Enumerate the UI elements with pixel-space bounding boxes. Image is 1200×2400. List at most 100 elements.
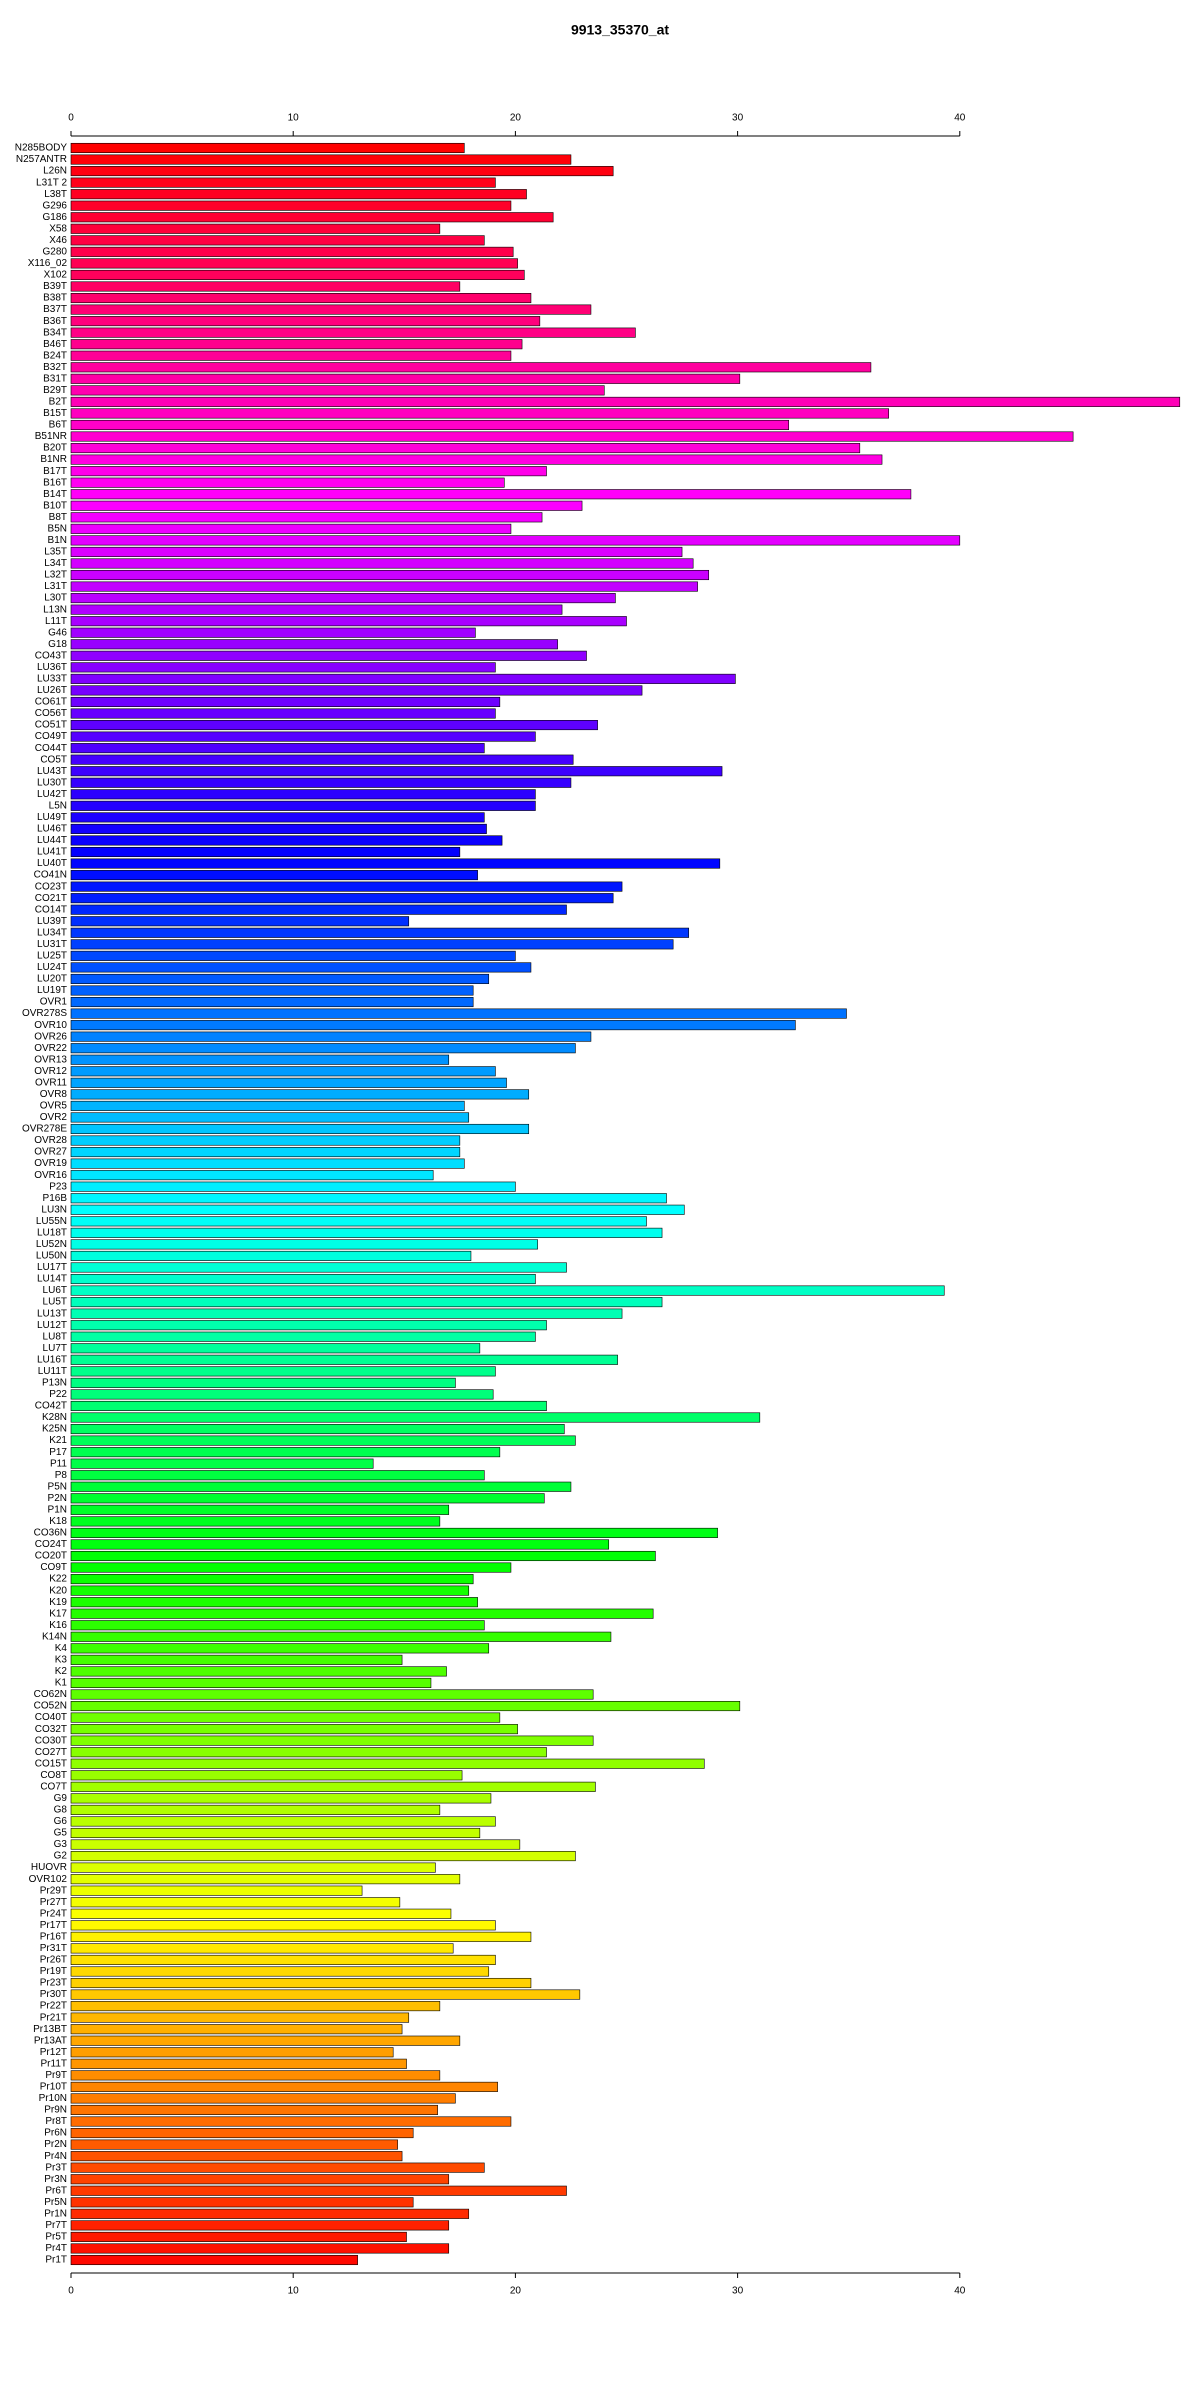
y-tick-label: OVR278S	[22, 1008, 67, 1019]
bar	[70, 454, 883, 465]
bar	[70, 350, 512, 361]
bar	[70, 1654, 403, 1665]
bar	[70, 1885, 363, 1896]
y-tick-label: Pr27T	[40, 1897, 67, 1908]
bar	[70, 1066, 496, 1077]
y-tick-label: Pr16T	[40, 1931, 67, 1942]
bar	[70, 1123, 530, 1135]
bar	[70, 696, 501, 707]
y-tick-label: B1NR	[40, 454, 67, 465]
y-tick-label: B36T	[43, 316, 67, 327]
bar	[70, 1677, 432, 1688]
bar	[70, 523, 512, 534]
y-tick-label: Pr19T	[40, 1966, 67, 1977]
bar	[70, 1366, 496, 1377]
y-tick-label: LU42T	[37, 789, 67, 800]
y-tick-label: Pr1T	[45, 2255, 67, 2266]
y-tick-label: Pr24T	[40, 1908, 67, 1919]
y-tick-label: CO41N	[34, 870, 67, 881]
bar	[70, 997, 474, 1008]
y-tick-label: K18	[49, 1516, 67, 1527]
y-tick-label: LU39T	[37, 916, 67, 927]
y-tick-label: P13N	[42, 1378, 67, 1389]
y-tick-label: LU41T	[37, 847, 67, 858]
y-tick-label: P5N	[48, 1481, 67, 1492]
bar	[70, 1239, 538, 1250]
y-tick-label: LU5T	[43, 1297, 67, 1308]
chart-title: 9913_35370_at	[571, 22, 669, 38]
x-tick-label: 40	[954, 2286, 966, 2297]
bar	[70, 1308, 623, 1319]
y-tick-label: LU46T	[37, 824, 67, 835]
bar	[70, 1781, 596, 1792]
bar	[70, 789, 536, 800]
y-tick-label: Pr26T	[40, 1955, 67, 1966]
x-tick-label: 0	[68, 2286, 74, 2297]
bar	[70, 2116, 512, 2127]
bar	[70, 212, 554, 223]
bar	[70, 2012, 410, 2023]
bar	[70, 1943, 454, 1954]
bar	[70, 1735, 594, 1746]
y-tick-label: B15T	[43, 408, 67, 419]
y-tick-label: OVR5	[40, 1101, 68, 1112]
y-tick-label: B34T	[43, 327, 67, 338]
bar	[70, 1770, 463, 1781]
y-tick-label: LU44T	[37, 835, 67, 846]
y-tick-label: Pr3N	[44, 2174, 67, 2185]
bar	[70, 1493, 545, 1504]
y-tick-label: X46	[49, 235, 67, 246]
bar	[70, 1550, 656, 1562]
bar	[70, 1747, 547, 1758]
x-tick-label: 30	[732, 113, 744, 124]
y-tick-label: B8T	[49, 512, 67, 523]
y-tick-label: K21	[49, 1435, 67, 1446]
y-tick-label: LU52N	[36, 1239, 67, 1250]
y-tick-label: K1	[55, 1678, 68, 1689]
y-tick-label: OVR26	[34, 1031, 67, 1042]
y-tick-label: L31T 2	[36, 177, 67, 188]
bar	[70, 1608, 654, 1619]
y-tick-label: Pr11T	[41, 2058, 68, 2069]
bar	[70, 1562, 512, 1573]
bar	[70, 1874, 461, 1885]
y-tick-label: P11	[50, 1458, 67, 1469]
bar	[70, 1724, 518, 1735]
bar	[70, 1158, 465, 1169]
bar	[70, 1954, 496, 1965]
y-tick-label: K19	[49, 1597, 67, 1608]
y-tick-label: LU49T	[37, 812, 67, 823]
bar	[70, 2208, 470, 2219]
bar	[70, 1931, 532, 1942]
bar	[70, 812, 485, 823]
bar	[70, 2243, 450, 2254]
bar	[70, 2001, 441, 2012]
y-tick-label: CO56T	[35, 708, 67, 719]
bar	[70, 904, 567, 915]
bar	[70, 1793, 492, 1804]
bar	[70, 823, 487, 834]
y-tick-label: B31T	[43, 373, 67, 384]
bar	[70, 720, 598, 731]
bar	[70, 1966, 490, 1977]
bar	[70, 973, 490, 984]
y-tick-label: LU3N	[41, 1204, 67, 1215]
bar	[70, 2185, 567, 2196]
y-tick-label: G8	[54, 1805, 68, 1816]
bar	[70, 1089, 530, 1100]
y-tick-label: LU8T	[43, 1331, 67, 1342]
y-tick-label: Pr5T	[45, 2232, 67, 2243]
y-tick-label: LU31T	[37, 939, 67, 950]
y-tick-label: B5N	[48, 523, 67, 534]
bar	[70, 1262, 567, 1273]
y-tick-label: OVR278E	[22, 1124, 67, 1135]
y-tick-label: CO32T	[35, 1724, 67, 1735]
bar	[70, 1897, 401, 1908]
y-tick-label: K4	[55, 1643, 68, 1654]
y-tick-label: CO52N	[34, 1701, 67, 1712]
bar	[70, 396, 1181, 407]
y-tick-label: OVR1	[40, 997, 68, 1008]
bar	[70, 477, 505, 488]
y-tick-label: G9	[54, 1793, 68, 1804]
bar	[70, 500, 583, 511]
